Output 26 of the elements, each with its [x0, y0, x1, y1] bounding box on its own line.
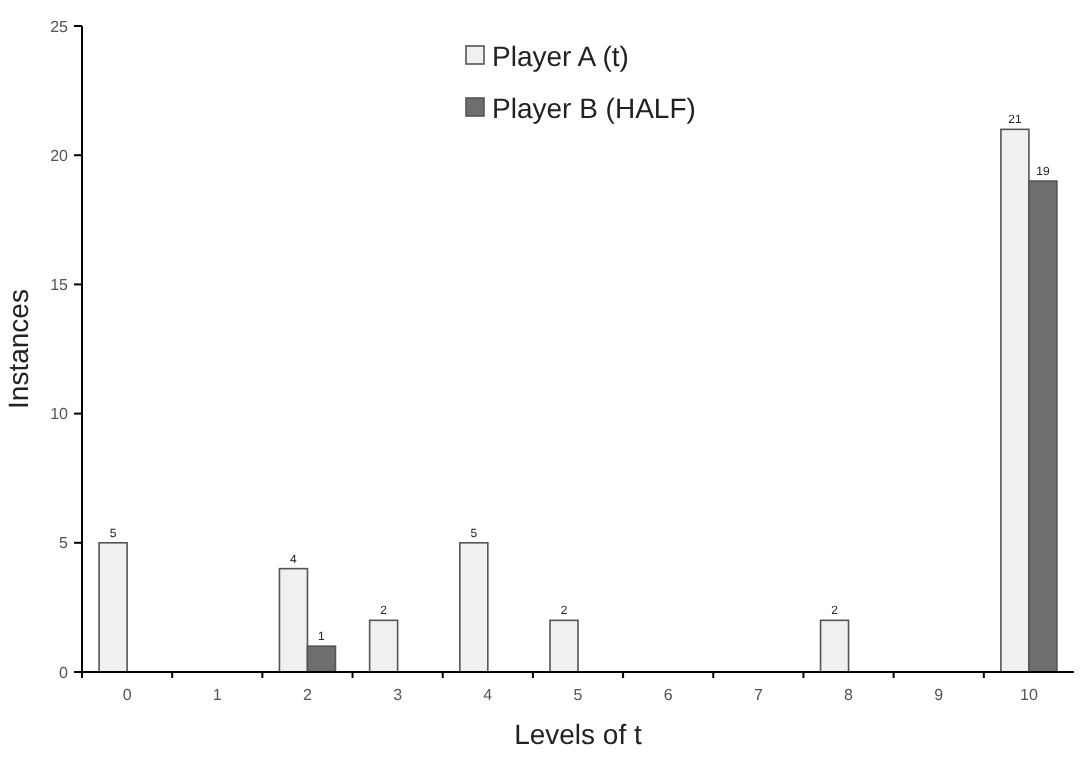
y-tick-label: 20	[50, 146, 70, 165]
bar	[98, 542, 128, 673]
x-tick-label: 4	[483, 686, 494, 704]
x-tick-label: 9	[934, 686, 945, 704]
x-tick-label: 2	[303, 686, 313, 704]
bar	[549, 619, 579, 673]
x-tick-label: 6	[663, 686, 674, 704]
y-tick-label: 10	[50, 405, 70, 424]
bar	[368, 619, 399, 673]
y-tick-label: 0	[59, 663, 70, 682]
y-axis-title: Instances	[2, 289, 34, 409]
y-tick-label: 5	[59, 534, 70, 553]
x-tick-label: 10	[1020, 686, 1039, 704]
x-tick-label: 5	[573, 686, 584, 704]
legend-label: Player B (HALF)	[492, 91, 696, 124]
y-tick-label: 25	[50, 17, 70, 36]
x-tick-label: 3	[393, 686, 404, 704]
x-tick-label: 0	[122, 686, 133, 704]
bar	[819, 619, 850, 673]
legend-label: Player A (t)	[492, 39, 629, 72]
y-tick-label: 15	[50, 276, 70, 294]
bar	[459, 542, 489, 673]
x-tick-label: 1	[212, 686, 223, 704]
x-axis-title: Levels of t	[514, 718, 643, 750]
x-tick-label: 7	[753, 686, 764, 704]
x-tick-label: 8	[844, 686, 855, 704]
